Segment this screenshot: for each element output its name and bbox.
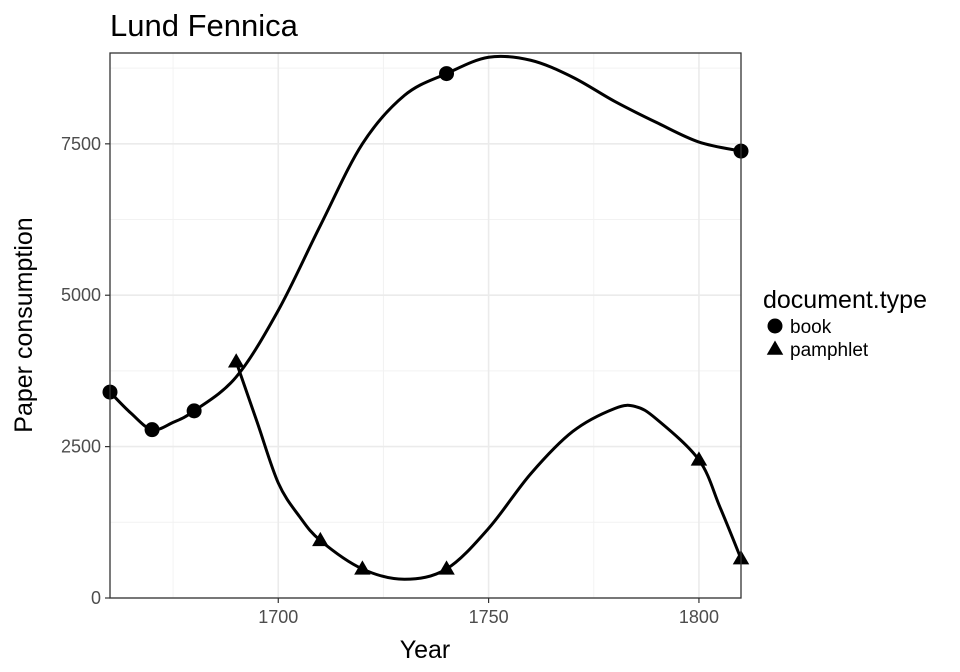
x-axis-title: Year xyxy=(400,636,451,664)
y-tick-label: 7500 xyxy=(61,134,101,154)
book-point xyxy=(186,403,202,419)
axis-ticks: 1700 1750 1800 0 2500 5000 7500 xyxy=(61,134,719,627)
pamphlet-point xyxy=(227,353,245,368)
plot-panel-border xyxy=(109,52,742,599)
y-tick-label: 2500 xyxy=(61,437,101,457)
legend-title: document.type xyxy=(763,286,927,314)
book-point xyxy=(439,66,455,82)
pamphlet-point xyxy=(690,451,708,466)
legend-key-pamphlet xyxy=(766,340,784,355)
pamphlet-point xyxy=(354,560,371,575)
chart-title: Lund Fennica xyxy=(110,8,299,43)
legend-label-book: book xyxy=(790,317,832,338)
book-curve xyxy=(108,54,742,432)
legend-key-book xyxy=(767,318,783,334)
pamphlet-point xyxy=(438,560,455,575)
book-point xyxy=(144,422,160,438)
data-points xyxy=(102,66,750,575)
pamphlet-point xyxy=(312,531,329,547)
pamphlet-curve xyxy=(234,361,743,581)
major-grid xyxy=(110,53,741,599)
y-tick-label: 0 xyxy=(91,588,101,608)
minor-grid xyxy=(110,53,741,598)
y-axis-title: Paper consumption xyxy=(10,217,38,432)
x-tick-label: 1700 xyxy=(258,607,298,627)
smooth-curves xyxy=(108,54,743,581)
x-tick-label: 1750 xyxy=(469,607,509,627)
legend-label-pamphlet: pamphlet xyxy=(790,340,869,361)
x-tick-label: 1800 xyxy=(679,607,719,627)
y-tick-label: 5000 xyxy=(61,285,101,305)
